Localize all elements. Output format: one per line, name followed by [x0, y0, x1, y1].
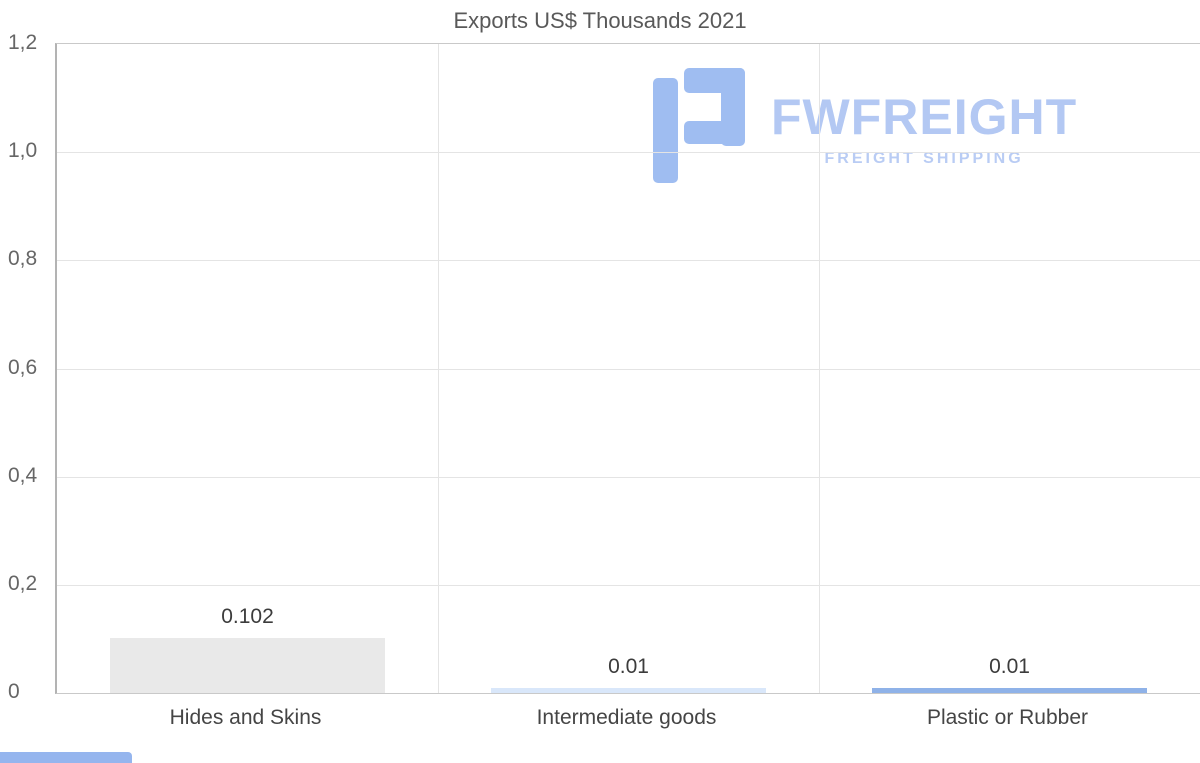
grid-line-horizontal — [57, 584, 1200, 586]
bar — [872, 687, 1147, 693]
bar-value-label: 0.01 — [989, 654, 1030, 678]
grid-line-vertical — [438, 44, 439, 693]
y-tick-label: 0,6 — [8, 355, 38, 379]
grid-line-horizontal — [57, 260, 1200, 262]
y-tick-label: 0,2 — [8, 571, 38, 595]
x-category-label: Hides and Skins — [169, 706, 322, 729]
fwfreight-logo-icon — [653, 68, 745, 183]
grid-line-horizontal — [57, 152, 1200, 154]
brand-name: FWFREIGHT — [771, 89, 1078, 145]
plot-area: FWFREIGHT FREIGHT SHIPPING 0.102 0.01 0.01 — [55, 43, 1200, 694]
y-tick-label: 0 — [8, 680, 20, 703]
grid-line-vertical — [819, 44, 820, 693]
x-category-label: Plastic or Rubber — [926, 706, 1089, 729]
bar — [110, 637, 385, 693]
grid-line-horizontal — [57, 368, 1200, 370]
chart-title: Exports US$ Thousands 2021 — [453, 8, 747, 33]
bottom-left-accent-bar — [0, 752, 132, 763]
x-category-label: Intermediate goods — [536, 706, 717, 729]
y-tick-label: 1,2 — [8, 31, 38, 54]
bar — [491, 687, 766, 693]
brand-watermark: FWFREIGHT FREIGHT SHIPPING — [651, 66, 1077, 186]
bar-value-label: 0.01 — [608, 654, 649, 678]
y-tick-label: 1,0 — [8, 139, 38, 163]
bar-value-label: 0.102 — [221, 604, 274, 628]
y-tick-label: 0,4 — [8, 463, 38, 487]
grid-line-horizontal — [57, 476, 1200, 478]
brand-text-block: FWFREIGHT FREIGHT SHIPPING — [771, 92, 1077, 168]
y-tick-label: 0,8 — [8, 247, 38, 271]
